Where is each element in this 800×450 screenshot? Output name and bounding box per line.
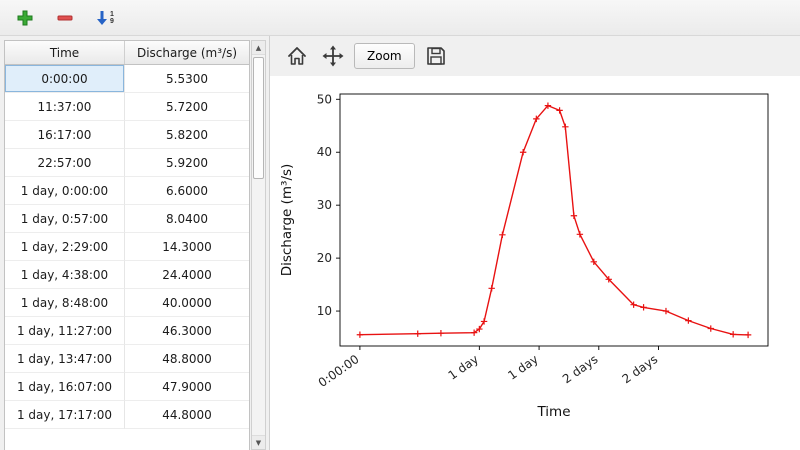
table-row[interactable]: 1 day, 2:29:00 14.3000 (5, 233, 249, 261)
svg-text:2 days: 2 days (560, 352, 601, 386)
discharge-cell[interactable]: 24.4000 (125, 261, 249, 289)
svg-text:10: 10 (317, 304, 332, 318)
plot-toolbar: Zoom (270, 36, 800, 76)
time-cell[interactable]: 1 day, 0:00:00 (5, 177, 125, 205)
figure-canvas[interactable]: 10 20 30 40 50 0:00:00 1 day 1 day 2 days 2 days T… (270, 76, 800, 450)
discharge-cell[interactable]: 40.0000 (125, 289, 249, 317)
svg-text:40: 40 (317, 145, 332, 159)
minus-icon (57, 15, 73, 20)
plus-icon (17, 10, 33, 25)
discharge-cell[interactable]: 44.8000 (125, 401, 249, 429)
discharge-cell[interactable]: 8.0400 (125, 205, 249, 233)
table-row[interactable]: 1 day, 17:17:00 44.8000 (5, 401, 249, 429)
table-header-row: Time Discharge (m³/s) (5, 41, 249, 65)
table-toolbar: 1 9 (0, 0, 800, 36)
time-cell[interactable]: 1 day, 8:48:00 (5, 289, 125, 317)
table-row[interactable]: 1 day, 4:38:00 24.4000 (5, 261, 249, 289)
home-icon (288, 47, 306, 65)
table-row[interactable]: 0:00:00 5.5300 (5, 65, 249, 93)
discharge-cell[interactable]: 6.6000 (125, 177, 249, 205)
home-view-button[interactable] (282, 42, 312, 70)
table-scrollbar[interactable]: ▲ ▼ (251, 40, 266, 450)
table-body: 0:00:00 5.5300 11:37:00 5.7200 16:17:00 5.820… (5, 65, 249, 429)
discharge-cell[interactable]: 5.7200 (125, 93, 249, 121)
timeseries-table-panel: Time Discharge (m³/s) 0:00:00 5.5300 11:37… (0, 36, 270, 450)
column-header-time[interactable]: Time (5, 41, 125, 64)
discharge-cell[interactable]: 46.3000 (125, 317, 249, 345)
scrollbar-thumb[interactable] (253, 57, 264, 179)
svg-text:0:00:00: 0:00:00 (316, 352, 362, 390)
svg-text:50: 50 (317, 92, 332, 106)
main-area: Time Discharge (m³/s) 0:00:00 5.5300 11:37… (0, 36, 800, 450)
remove-row-button[interactable] (50, 5, 80, 31)
table-row[interactable]: 1 day, 16:07:00 47.9000 (5, 373, 249, 401)
discharge-cell[interactable]: 48.8000 (125, 345, 249, 373)
svg-text:20: 20 (317, 251, 332, 265)
svg-text:Discharge (m³/s): Discharge (m³/s) (279, 164, 295, 277)
time-cell[interactable]: 22:57:00 (5, 149, 125, 177)
add-row-button[interactable] (10, 5, 40, 31)
discharge-cell[interactable]: 5.5300 (125, 65, 249, 93)
svg-text:1 day: 1 day (446, 352, 481, 383)
timeseries-table: Time Discharge (m³/s) 0:00:00 5.5300 11:37… (4, 40, 250, 450)
time-cell[interactable]: 0:00:00 (5, 65, 125, 93)
sort-order-numbers: 1 9 (110, 10, 114, 25)
time-cell[interactable]: 1 day, 13:47:00 (5, 345, 125, 373)
discharge-cell[interactable]: 5.9200 (125, 149, 249, 177)
svg-text:30: 30 (317, 198, 332, 212)
time-cell[interactable]: 16:17:00 (5, 121, 125, 149)
discharge-cell[interactable]: 14.3000 (125, 233, 249, 261)
svg-text:2 days: 2 days (620, 352, 661, 386)
table-row[interactable]: 22:57:00 5.9200 (5, 149, 249, 177)
time-cell[interactable]: 1 day, 2:29:00 (5, 233, 125, 261)
time-cell[interactable]: 1 day, 11:27:00 (5, 317, 125, 345)
svg-text:1 day: 1 day (505, 352, 540, 383)
table-row[interactable]: 1 day, 13:47:00 48.8000 (5, 345, 249, 373)
table-row[interactable]: 1 day, 8:48:00 40.0000 (5, 289, 249, 317)
table-row[interactable]: 11:37:00 5.7200 (5, 93, 249, 121)
time-cell[interactable]: 1 day, 0:57:00 (5, 205, 125, 233)
time-cell[interactable]: 1 day, 17:17:00 (5, 401, 125, 429)
discharge-cell[interactable]: 5.8200 (125, 121, 249, 149)
time-cell[interactable]: 1 day, 4:38:00 (5, 261, 125, 289)
table-row[interactable]: 1 day, 0:57:00 8.0400 (5, 205, 249, 233)
discharge-cell[interactable]: 47.9000 (125, 373, 249, 401)
sort-rows-button[interactable]: 1 9 (90, 5, 120, 31)
scroll-up-arrow[interactable]: ▲ (252, 41, 265, 55)
pan-arrows-icon (322, 45, 344, 67)
svg-text:Time: Time (536, 404, 570, 420)
save-icon (426, 47, 445, 65)
discharge-hydrograph-chart[interactable]: 10 20 30 40 50 0:00:00 1 day 1 day 2 days 2 days T… (278, 78, 782, 426)
save-figure-button[interactable] (421, 42, 451, 70)
table-row[interactable]: 1 day, 0:00:00 6.6000 (5, 177, 249, 205)
time-cell[interactable]: 11:37:00 (5, 93, 125, 121)
time-cell[interactable]: 1 day, 16:07:00 (5, 373, 125, 401)
plot-panel: Zoom 10 20 30 40 50 0:00:00 1 day 1 day 2 days 2 … (270, 36, 800, 450)
zoom-button[interactable]: Zoom (354, 43, 415, 69)
table-row[interactable]: 16:17:00 5.8200 (5, 121, 249, 149)
scroll-down-arrow[interactable]: ▼ (252, 435, 265, 449)
sort-descending-icon (97, 10, 108, 25)
pan-button[interactable] (318, 42, 348, 70)
column-header-discharge[interactable]: Discharge (m³/s) (136, 45, 238, 60)
table-row[interactable]: 1 day, 11:27:00 46.3000 (5, 317, 249, 345)
